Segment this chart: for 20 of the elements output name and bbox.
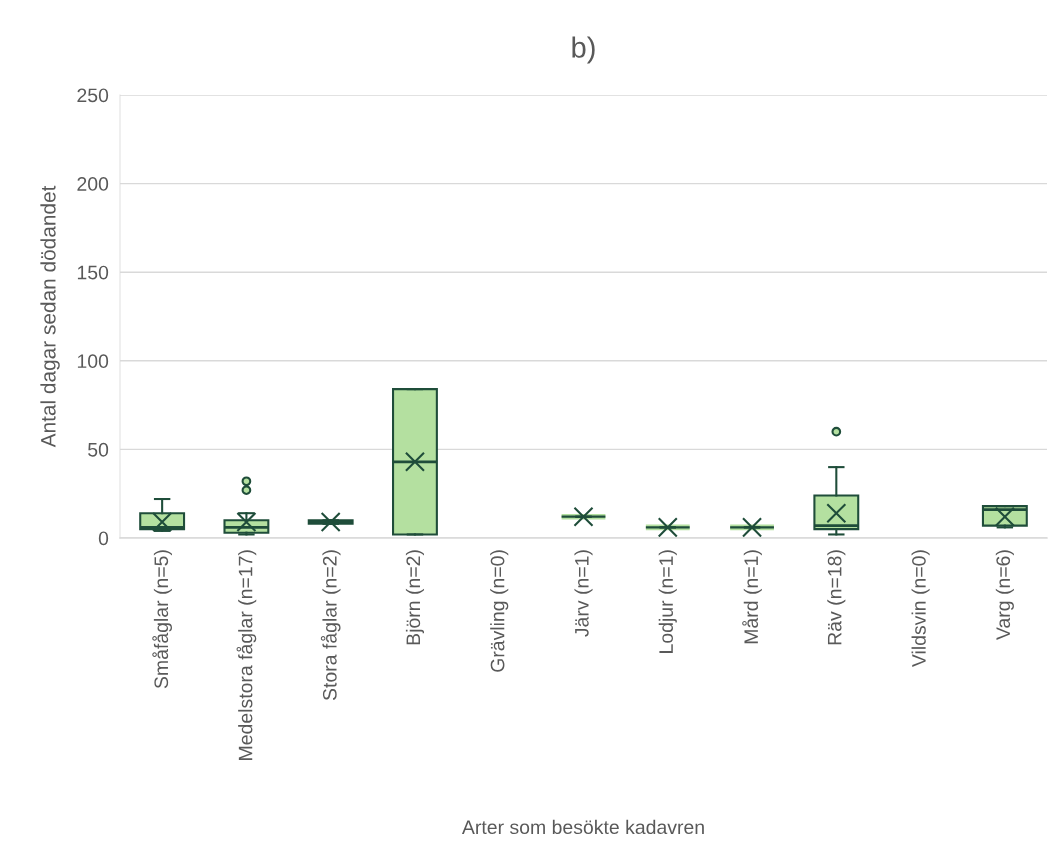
y-tick-label: 100 xyxy=(77,354,109,369)
x-tick-label: Räv (n=18) xyxy=(827,550,846,645)
y-tick-label: 250 xyxy=(77,88,109,103)
x-tick-label: Varg (n=6) xyxy=(995,550,1014,640)
x-tick-label: Järv (n=1) xyxy=(574,550,593,637)
x-tick-label: Grävling (n=0) xyxy=(490,550,509,672)
x-tick-label: Medelstora fåglar (n=17) xyxy=(236,550,257,760)
y-tick-label: 0 xyxy=(98,531,109,546)
x-tick-label: Stora fåglar (n=2) xyxy=(320,550,341,701)
x-tick-label: Vildsvin (n=0) xyxy=(911,550,930,668)
y-axis-title: Antal dagar sedan dödandet xyxy=(40,185,60,448)
x-axis-title: Arter som besökte kadavren xyxy=(461,819,704,835)
chart-title: b) xyxy=(572,36,595,64)
x-tick-label: Björn (n=2) xyxy=(405,550,425,645)
x-tick-label: Småfåglar (n=5) xyxy=(152,550,172,689)
y-tick-label: 50 xyxy=(88,442,109,457)
y-tick-label: 200 xyxy=(77,177,109,191)
x-tick-label: Lodjur (n=1) xyxy=(658,550,677,653)
y-tick-label: 150 xyxy=(77,265,109,280)
x-tick-label: Mård (n=1) xyxy=(742,550,762,644)
